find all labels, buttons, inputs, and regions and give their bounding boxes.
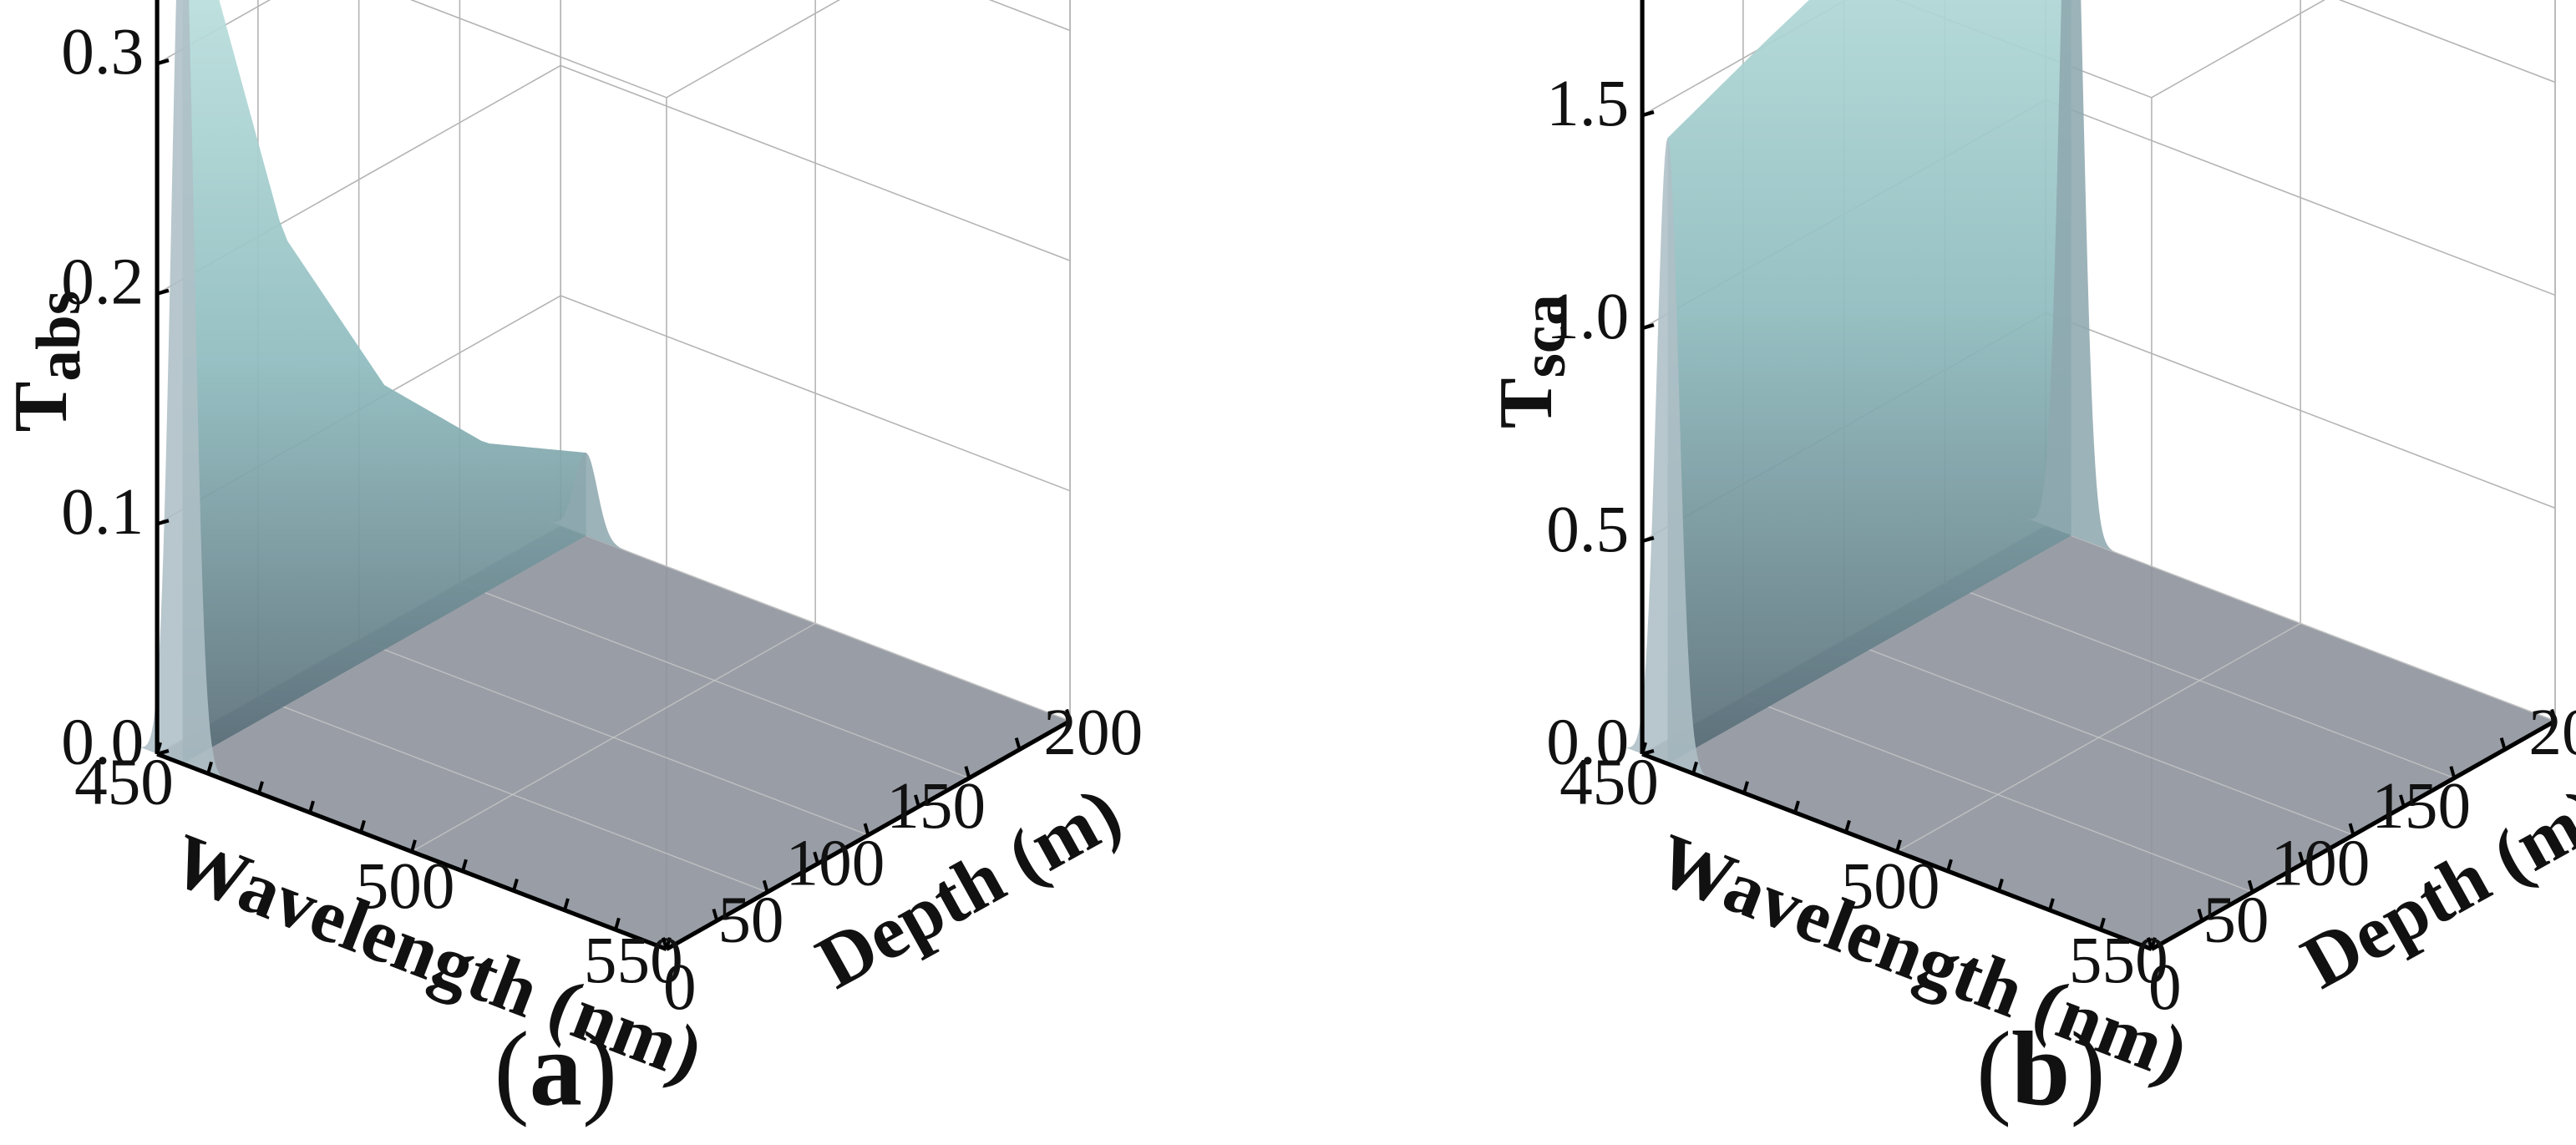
wavelength-tick (155, 742, 162, 755)
z-axis-label-main: T (1483, 377, 1568, 428)
wavelength-tick (614, 917, 621, 930)
depth-tick-label: 0 (663, 950, 697, 1024)
wavelength-tick (1997, 879, 2004, 891)
depth-tick (2298, 851, 2305, 864)
wavelength-tick (461, 859, 468, 872)
wavelength-tick-label: 450 (74, 745, 174, 818)
depth-tick (662, 937, 668, 950)
z-tick (1641, 748, 1655, 756)
panel-sublabel: (b) (1976, 1011, 2106, 1128)
z-tick (1641, 535, 1655, 544)
wavelength-tick (359, 819, 366, 833)
panel-a: 0.00.10.20.3450500550050100150200Wavelen… (0, 0, 1143, 1128)
z-tick (156, 748, 170, 756)
panel-b: 0.00.51.01.52.0450500550050100150200Wave… (1483, 0, 2576, 1128)
z-axis-label-subscript: abs (24, 291, 94, 382)
depth-tick (762, 879, 769, 893)
depth-tick-label: 100 (2271, 826, 2371, 899)
z-tick-label: 1.5 (1546, 67, 1629, 140)
depth-tick (2449, 766, 2457, 779)
wavelength-tick (1742, 781, 1749, 794)
z-tick-label: 0.0 (1546, 706, 1629, 779)
wavelength-tick-label: 550 (2069, 924, 2168, 997)
depth-tick (2147, 937, 2153, 950)
surface-peak-sheet (182, 0, 586, 764)
z-tick (1641, 110, 1655, 118)
z-tick (1641, 322, 1655, 331)
z-axis-label: Tabs (0, 291, 94, 433)
depth-tick (863, 823, 870, 836)
wavelength-tick-label: 500 (356, 849, 455, 923)
depth-tick-label: 150 (886, 769, 986, 843)
wavelength-tick-label: 500 (1841, 849, 1940, 923)
depth-tick-label: 150 (2371, 769, 2471, 843)
depth-tick-label: 0 (2148, 950, 2182, 1024)
surface-front-profile (137, 0, 227, 781)
wavelength-tick-label: 450 (1559, 745, 1659, 818)
floor-grid-line (411, 622, 816, 853)
depth-tick (2550, 708, 2557, 722)
z-tick-label: 0.5 (1546, 493, 1629, 566)
wavelength-tick (1793, 800, 1800, 813)
wavelength-tick (2048, 898, 2055, 911)
front-top-edge (666, 0, 841, 99)
surface-back-profile (2026, 0, 2116, 553)
depth-tick (1014, 737, 1022, 750)
front-top-edge (2151, 0, 2326, 99)
wavelength-tick (1946, 859, 1953, 872)
depth-tick (964, 766, 971, 779)
depth-tick (2499, 737, 2507, 750)
depth-tick (2197, 908, 2204, 921)
wavelength-tick (1895, 839, 1902, 853)
depth-tick (2247, 879, 2254, 893)
depth-tick-label: 200 (2528, 696, 2576, 769)
wavelength-tick (308, 800, 315, 813)
front-top-edge (409, 0, 667, 99)
depth-tick (1065, 708, 1072, 722)
z-tick-label: 0.0 (61, 706, 144, 779)
depth-tick (813, 851, 820, 864)
depth-tick (2348, 823, 2355, 836)
depth-tick (2399, 794, 2406, 808)
z-tick (156, 288, 170, 296)
depth-tick (914, 794, 920, 808)
surface-front-profile (1622, 138, 1712, 781)
grid-line (2338, 0, 2556, 84)
wavelength-tick (1691, 761, 1698, 774)
wavelength-tick (410, 839, 417, 853)
z-tick-label: 0.1 (61, 475, 144, 549)
wavelength-tick (1640, 742, 1647, 755)
depth-tick-label: 100 (786, 826, 885, 899)
z-tick-label: 0.2 (61, 246, 144, 319)
z-tick-label: 1.0 (1546, 280, 1629, 353)
z-tick (156, 519, 170, 526)
depth-tick-label: 200 (1043, 696, 1143, 769)
z-tick (156, 58, 170, 66)
depth-tick (712, 908, 719, 921)
wavelength-tick (206, 761, 213, 774)
floor-grid-line (1896, 622, 2301, 853)
wavelength-tick (2099, 917, 2106, 930)
z-axis-label-subscript: sca (1509, 294, 1579, 377)
z-tick-label: 0.3 (61, 15, 144, 89)
wavelength-tick (512, 879, 519, 891)
panel-sublabel: (a) (494, 1011, 617, 1128)
wavelength-tick (563, 898, 570, 911)
depth-tick-label: 50 (718, 884, 783, 957)
z-axis-label: Tsca (1483, 294, 1579, 428)
wavelength-tick-label: 550 (584, 924, 683, 997)
z-axis-label-main: T (0, 382, 83, 433)
depth-tick-label: 50 (2203, 884, 2269, 957)
surface-back-profile (541, 453, 631, 553)
surface-peak-sheet (1667, 0, 2071, 764)
wavelength-tick (1844, 819, 1851, 833)
wavelength-tick (257, 781, 264, 794)
